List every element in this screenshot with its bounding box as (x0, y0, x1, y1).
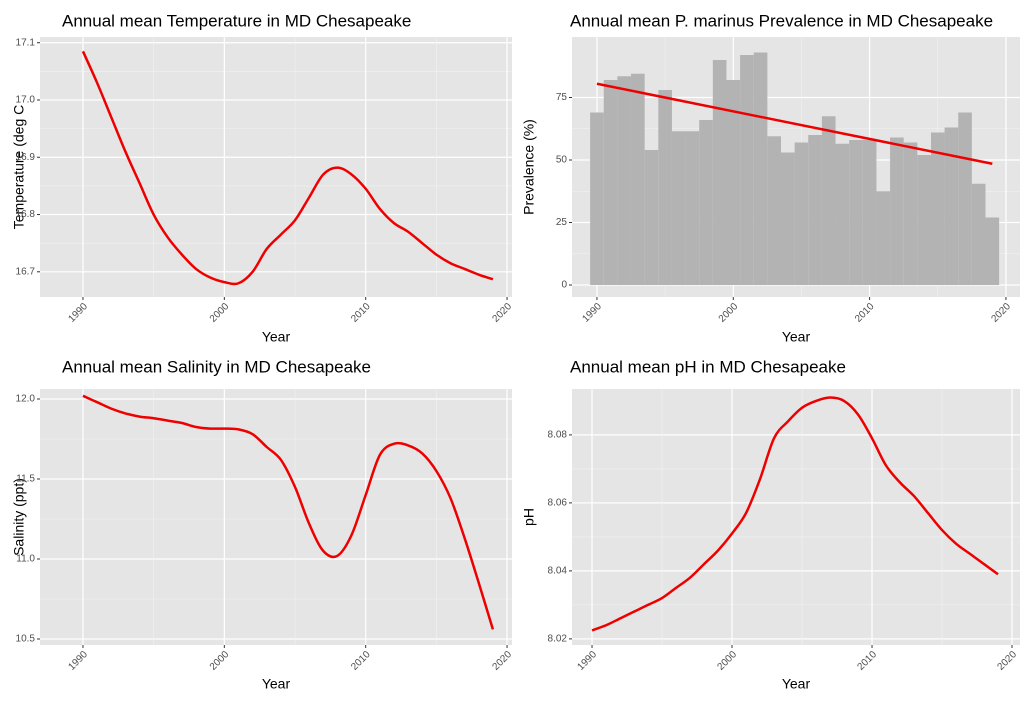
y-tick-label: 0 (561, 280, 567, 291)
bar (671, 131, 686, 285)
bar (603, 80, 618, 285)
y-axis-title: Prevalence (%) (521, 119, 537, 215)
bar (835, 143, 850, 285)
y-tick-label: 8.02 (548, 634, 568, 645)
y-tick-label: 17.0 (16, 95, 36, 106)
x-tick-label: 2010 (855, 649, 879, 673)
y-axis-title: Temperature (deg C (11, 105, 27, 230)
bar (958, 112, 972, 285)
x-tick-label: 2000 (208, 649, 232, 673)
y-tick-label: 16.8 (16, 209, 36, 220)
bar (712, 60, 727, 285)
bar (794, 142, 809, 285)
bar (753, 52, 768, 285)
bar (767, 136, 782, 285)
bar (726, 80, 741, 285)
data-line (82, 394, 495, 630)
x-axis-title: Year (782, 329, 811, 345)
x-tick-label: 2020 (491, 301, 515, 325)
chart-title: Annual mean P. marinus Prevalence in MD … (570, 11, 993, 30)
bar (808, 135, 822, 285)
x-tick-label: 1990 (580, 301, 604, 325)
y-tick-label: 75 (556, 92, 568, 103)
bar (685, 131, 700, 285)
x-tick-label: 2000 (715, 649, 739, 673)
y-tick-label: 8.04 (548, 566, 568, 577)
x-tick-label: 1990 (66, 301, 90, 325)
bar (644, 150, 659, 285)
y-axis-title: Salinity (ppt) (11, 478, 27, 556)
bar (930, 132, 945, 285)
x-axis-title: Year (262, 329, 291, 345)
chart-title: Annual mean Temperature in MD Chesapeake (62, 11, 411, 30)
panel: Annual mean Temperature in MD Chesapeake… (11, 11, 515, 344)
bar (917, 155, 931, 285)
y-tick-label: 16.9 (16, 152, 36, 163)
x-tick-label: 2010 (853, 301, 877, 325)
plot-background (572, 389, 1020, 645)
trend-line (596, 82, 993, 165)
x-tick-label: 1990 (66, 649, 90, 673)
y-tick-label: 8.08 (548, 430, 568, 441)
plot-background (40, 389, 512, 645)
chart-title: Annual mean pH in MD Chesapeake (570, 357, 846, 376)
y-tick-label: 50 (556, 155, 568, 166)
x-tick-label: 2020 (989, 301, 1013, 325)
y-tick-label: 17.1 (16, 37, 36, 48)
x-tick-label: 1990 (575, 649, 599, 673)
x-tick-label: 2020 (995, 649, 1019, 673)
y-tick-label: 10.5 (16, 634, 36, 645)
bar (781, 152, 795, 285)
x-axis-title: Year (782, 676, 811, 692)
x-tick-label: 2000 (208, 301, 232, 325)
y-tick-label: 16.7 (16, 266, 36, 277)
x-axis-title: Year (262, 676, 291, 692)
bar (862, 140, 877, 285)
panel: Annual mean Salinity in MD Chesapeake Yea… (11, 357, 515, 691)
bar (971, 183, 986, 285)
bar (631, 73, 645, 285)
bar (890, 137, 904, 285)
bar (590, 112, 604, 285)
panel: Annual mean P. marinus Prevalence in MD … (521, 11, 1020, 345)
bar (876, 191, 891, 285)
bar (658, 90, 672, 285)
bar (617, 76, 632, 285)
bar (740, 55, 754, 285)
bar (821, 116, 836, 285)
panel: Annual mean pH in MD Chesapeake Year pH 8.0… (521, 357, 1020, 692)
x-tick-label: 2000 (717, 301, 741, 325)
bar (985, 217, 1000, 285)
bar (849, 140, 863, 285)
data-line (81, 50, 494, 286)
x-tick-label: 2010 (349, 649, 373, 673)
y-axis-title: pH (521, 508, 537, 526)
chart-title: Annual mean Salinity in MD Chesapeake (62, 357, 371, 376)
bar (944, 127, 959, 285)
bar (699, 120, 713, 285)
y-tick-label: 25 (556, 217, 568, 228)
y-tick-label: 12.0 (16, 394, 36, 405)
bar (903, 142, 918, 285)
y-tick-label: 8.06 (548, 498, 568, 509)
x-tick-label: 2010 (349, 301, 373, 325)
y-tick-label: 11.5 (16, 474, 35, 485)
data-line (591, 396, 999, 632)
y-tick-label: 11.0 (16, 554, 35, 565)
x-tick-label: 2020 (491, 649, 515, 673)
